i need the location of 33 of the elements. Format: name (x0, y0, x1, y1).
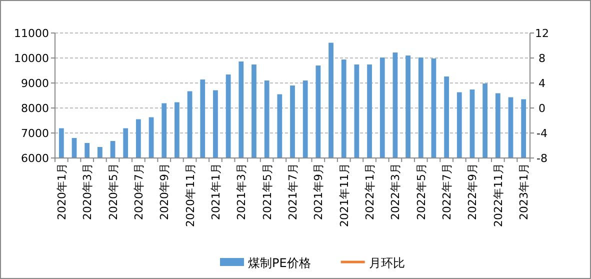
y-tick-label: 8000 (21, 102, 49, 115)
y-tick-label: 7000 (21, 127, 49, 140)
y2-tick-label: -4 (536, 127, 548, 140)
x-tick-label: 2021年3月 (235, 163, 248, 220)
y2-tick-label: -8 (536, 152, 548, 165)
x-tick-label: 2021年11月 (338, 163, 351, 227)
x-tick-label: 2020年3月 (81, 163, 94, 220)
x-tick-label: 2022年7月 (440, 163, 454, 220)
y-tick-label: 10000 (14, 52, 49, 65)
x-tick-label: 2022年3月 (389, 163, 402, 220)
x-tick-label: 2023年1月 (518, 163, 531, 220)
x-tick-label: 2021年9月 (312, 163, 326, 220)
y2-tick-label: 12 (535, 27, 549, 40)
x-tick-label: 2022年11月 (492, 163, 505, 227)
y-tick-label: 11000 (14, 27, 49, 40)
x-tick-label: 2021年5月 (260, 163, 274, 220)
legend-label: 月环比 (368, 256, 405, 270)
x-tick-label: 2022年1月 (364, 163, 377, 220)
x-tick-label: 2020年1月 (55, 163, 68, 220)
x-tick-label: 2020年7月 (132, 163, 146, 220)
y-tick-label: 6000 (21, 152, 49, 165)
y2-tick-label: 8 (538, 52, 546, 65)
x-tick-label: 2020年5月 (106, 163, 120, 220)
x-tick-label: 2020年11月 (184, 163, 197, 227)
legend-label: 煤制PE价格 (248, 256, 311, 270)
x-tick-label: 2020年9月 (158, 163, 172, 220)
x-tick-label: 2022年5月 (414, 163, 428, 220)
y2-tick-label: 0 (538, 102, 546, 115)
y-tick-label: 9000 (21, 77, 49, 90)
x-tick-label: 2021年1月 (209, 163, 222, 220)
y2-tick-label: 4 (538, 77, 546, 90)
x-tick-label: 2022年9月 (466, 163, 480, 220)
x-tick-label: 2021年7月 (286, 163, 300, 220)
